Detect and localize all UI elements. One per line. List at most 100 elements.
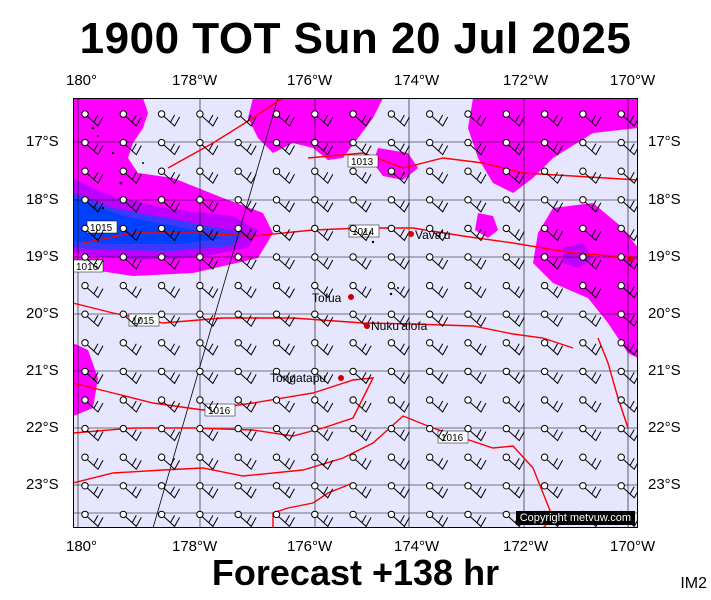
wind-barb [464, 224, 487, 242]
wind-barb [272, 482, 295, 499]
wind-barb [617, 482, 638, 499]
wind-barb [119, 510, 142, 528]
place-markers: Vava'u Tofua Nuku'alofa Tongatapu [270, 228, 634, 385]
right-lat-label-20s: 20°S [648, 305, 681, 322]
wind-barb [157, 424, 181, 442]
wind-barb [272, 396, 295, 413]
wind-barb [387, 339, 410, 356]
wind-barb [311, 138, 334, 156]
wind-barb [81, 453, 104, 470]
wind-barb [349, 482, 372, 499]
wind-barb [426, 110, 449, 127]
wind-barb [502, 339, 525, 356]
bottom-lon-label-178w: 178°W [172, 538, 218, 555]
left-lat-label-22s: 22°S [26, 419, 59, 436]
rain-area-north-b [373, 148, 418, 180]
wind-barb [119, 138, 142, 156]
wind-barb [311, 310, 334, 327]
wind-barb [349, 196, 372, 213]
wind-barb [196, 453, 219, 470]
wind-barb [311, 167, 334, 184]
wind-barb [81, 367, 104, 385]
copyright-badge: Copyright metvuw.com [515, 511, 635, 525]
wind-barb [426, 339, 449, 356]
map-panel[interactable]: 1013 1014 1015 1016 1015 1016 1016 [73, 98, 638, 528]
wind-barb [196, 110, 219, 127]
wind-barb [272, 196, 295, 213]
wind-barb [119, 424, 142, 442]
wind-barb [349, 167, 372, 184]
isobar-label-1013: 1013 [351, 157, 374, 168]
wind-barb [81, 167, 104, 184]
wind-barb [157, 339, 181, 356]
place-marker-tofua [348, 294, 354, 300]
wind-barb [311, 367, 334, 385]
wind-barb [119, 310, 142, 327]
place-marker-niuatoputapu [628, 256, 634, 262]
wind-barb [311, 196, 334, 213]
isobar-label-1016-east: 1016 [441, 433, 464, 444]
wind-barb [579, 367, 602, 385]
wind-barb [502, 482, 525, 499]
wind-barb [540, 339, 564, 356]
place-label-tofua: Tofua [312, 291, 342, 305]
bottom-lon-label-172w: 172°W [503, 538, 549, 555]
wind-barb [119, 339, 142, 356]
place-label-vavau: Vava'u [415, 228, 450, 242]
isobar-label-1016-west: 1016 [76, 262, 99, 273]
wind-barb [464, 310, 487, 327]
wind-barb [272, 253, 295, 270]
wind-barb [540, 138, 564, 156]
wind-barb [157, 367, 181, 385]
wind-barb [119, 196, 142, 213]
wind-barb [119, 224, 142, 242]
wind-barb [234, 310, 257, 327]
wind-barb [81, 224, 104, 242]
wind-barb [234, 510, 257, 528]
wind-barbs [81, 110, 638, 528]
wind-barb [196, 510, 219, 528]
wind-barb [196, 367, 219, 385]
wind-barb [234, 196, 257, 213]
wind-barb [272, 110, 295, 127]
wind-barb [81, 482, 104, 499]
wind-barb [311, 110, 334, 127]
wind-barb [272, 281, 295, 299]
wind-barb [502, 367, 525, 385]
wind-barb [387, 310, 410, 327]
wind-barb [464, 253, 487, 270]
top-lon-label-170w: 170°W [610, 72, 656, 89]
wind-barb [81, 339, 104, 356]
wind-barb [426, 482, 449, 499]
wind-barb [579, 110, 602, 127]
wind-barb [119, 396, 142, 413]
top-lon-label-180: 180° [66, 72, 98, 89]
wind-barb [157, 224, 181, 242]
wind-barb [196, 482, 219, 499]
wind-barb [426, 196, 449, 213]
place-label-nukualofa: Nuku'alofa [371, 319, 428, 333]
wind-barb [540, 482, 564, 499]
wind-barb [234, 339, 257, 356]
wind-barb [502, 138, 525, 156]
wind-barb [349, 281, 372, 299]
wind-barb [579, 253, 602, 270]
wind-barb [157, 281, 181, 299]
wind-barb [234, 253, 257, 270]
wind-barb [540, 310, 564, 327]
wind-barb [464, 138, 487, 156]
wind-barb [579, 482, 602, 499]
wind-barb [234, 138, 257, 156]
wind-barb [272, 310, 295, 327]
wind-barb [157, 453, 181, 470]
wind-barb [157, 110, 181, 127]
wind-barb [387, 396, 410, 413]
wind-barb [81, 110, 104, 127]
right-lat-label-19s: 19°S [648, 248, 681, 265]
wind-barb [311, 424, 334, 442]
wind-barb [426, 396, 449, 413]
place-label-tongatapu: Tongatapu [270, 371, 326, 385]
wind-barb [196, 424, 219, 442]
wind-barb [464, 196, 487, 213]
wind-barb [464, 424, 487, 442]
